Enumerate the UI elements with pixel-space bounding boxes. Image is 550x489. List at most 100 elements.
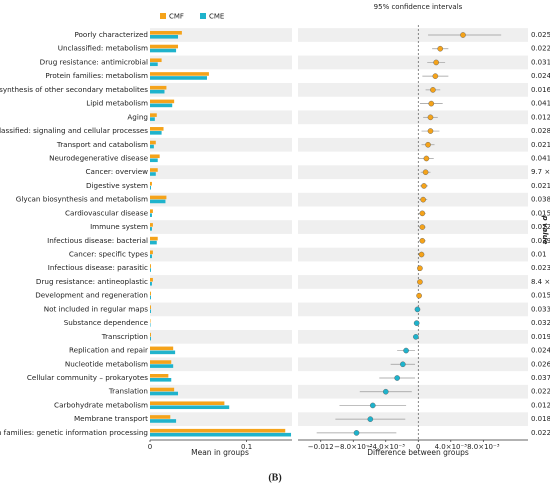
category-label: Infectious disease: parasitic <box>48 263 148 272</box>
category-label: Neurodegenerative disease <box>49 153 149 162</box>
bar <box>150 405 230 410</box>
row-band <box>150 302 292 317</box>
category-label: Poorly characterized <box>74 30 148 39</box>
difference-point <box>419 224 426 230</box>
bar <box>150 277 153 282</box>
bar <box>150 89 165 94</box>
bar <box>150 332 151 337</box>
difference-point <box>425 141 431 148</box>
bar <box>150 131 162 135</box>
difference-point <box>413 334 419 340</box>
difference-point <box>367 416 374 422</box>
bar <box>150 419 177 423</box>
row-band <box>298 220 528 234</box>
bar <box>150 62 158 67</box>
bar <box>150 181 152 186</box>
bar <box>150 268 151 272</box>
category-label: Nucleotide metabolism <box>65 359 148 368</box>
difference-point <box>417 265 423 272</box>
row-band <box>298 28 528 42</box>
bar <box>150 254 152 259</box>
row-band <box>298 275 528 289</box>
row-band <box>298 55 528 70</box>
p-value-label: 0.023 <box>531 264 550 272</box>
difference-point <box>419 210 426 217</box>
row-band <box>150 192 292 207</box>
x-tick-label: −4.0×10⁻³ <box>367 443 405 451</box>
p-value-label: 0.022 <box>531 223 550 231</box>
bar <box>150 264 151 268</box>
p-value-label: 8.4 × 10⁻³ <box>531 278 550 286</box>
category-label: Development and regeneration <box>35 291 148 300</box>
difference-point <box>369 402 376 409</box>
row-band <box>150 137 292 152</box>
difference-point <box>423 155 430 162</box>
category-label: Membrane transport <box>74 414 148 423</box>
row-band <box>298 384 528 399</box>
bar <box>150 72 209 76</box>
legend-label: CMF <box>169 13 184 21</box>
p-value-label: 0.015 <box>531 292 550 300</box>
difference-point <box>430 87 436 93</box>
bar <box>150 374 169 378</box>
category-label: Protein families: metabolism <box>45 71 148 80</box>
bar <box>150 223 153 227</box>
bar <box>150 309 151 313</box>
x-tick-label: 0 <box>416 443 420 451</box>
bar <box>150 144 154 149</box>
category-label: Unclassified: signaling and cellular pro… <box>0 126 148 135</box>
row-band <box>298 302 528 317</box>
x-axis-label: Difference between groups <box>367 448 469 457</box>
p-value-label: 0.041 <box>531 154 550 162</box>
bar <box>150 113 157 117</box>
row-band <box>150 110 292 125</box>
x-tick-label: 0 <box>148 443 152 451</box>
category-label: Digestive system <box>86 181 148 190</box>
p-value-label: 0.024 <box>531 72 550 80</box>
difference-point <box>427 114 434 121</box>
category-label: Drug resistance: antineoplastic <box>36 277 148 286</box>
p-value-label: 0.019 <box>531 333 550 341</box>
p-value-label: 0.033 <box>531 305 550 313</box>
p-value-label: 0.015 <box>531 209 550 217</box>
p-value-label: 0.031 <box>531 58 550 66</box>
bar <box>150 117 155 121</box>
p-value-label: 0.024 <box>531 347 550 355</box>
bar <box>150 99 175 104</box>
legend-swatch <box>160 13 166 19</box>
row-band <box>150 357 292 372</box>
p-value-label: 0.022 <box>531 429 550 437</box>
difference-point <box>420 196 426 203</box>
bar <box>150 31 182 35</box>
x-axis-label: Mean in groups <box>191 448 249 457</box>
bar <box>150 209 153 213</box>
x-tick-label: 0.1 <box>241 443 252 451</box>
bar <box>150 35 179 39</box>
category-label: Replication and repair <box>69 346 148 355</box>
category-label: Infectious disease: bacterial <box>47 236 148 245</box>
difference-point <box>403 347 409 354</box>
difference-point <box>437 45 444 52</box>
difference-point <box>400 361 406 368</box>
legend-label: CME <box>209 13 224 21</box>
bar <box>150 428 286 433</box>
bar <box>150 58 162 63</box>
p-value-label: 0.037 <box>531 374 550 382</box>
p-value-label: 0.012 <box>531 113 550 121</box>
p-value-label: 0.028 <box>531 127 550 135</box>
bar <box>150 391 179 396</box>
category-label: Translation <box>108 387 148 396</box>
category-label: Biosynthesis of other secondary metaboli… <box>0 85 148 94</box>
bar <box>150 48 177 53</box>
difference-point <box>427 128 434 134</box>
p-value-label: 0.012 <box>531 401 550 409</box>
chart-title: 95% confidence intervals <box>374 3 463 11</box>
x-tick-label: 8.0×10⁻³ <box>467 443 500 451</box>
bar <box>150 364 174 368</box>
bar <box>150 158 158 163</box>
row-band <box>150 412 292 427</box>
difference-point <box>422 169 429 175</box>
category-label: Unclassified: metabolism <box>58 44 148 53</box>
bar <box>150 168 158 172</box>
